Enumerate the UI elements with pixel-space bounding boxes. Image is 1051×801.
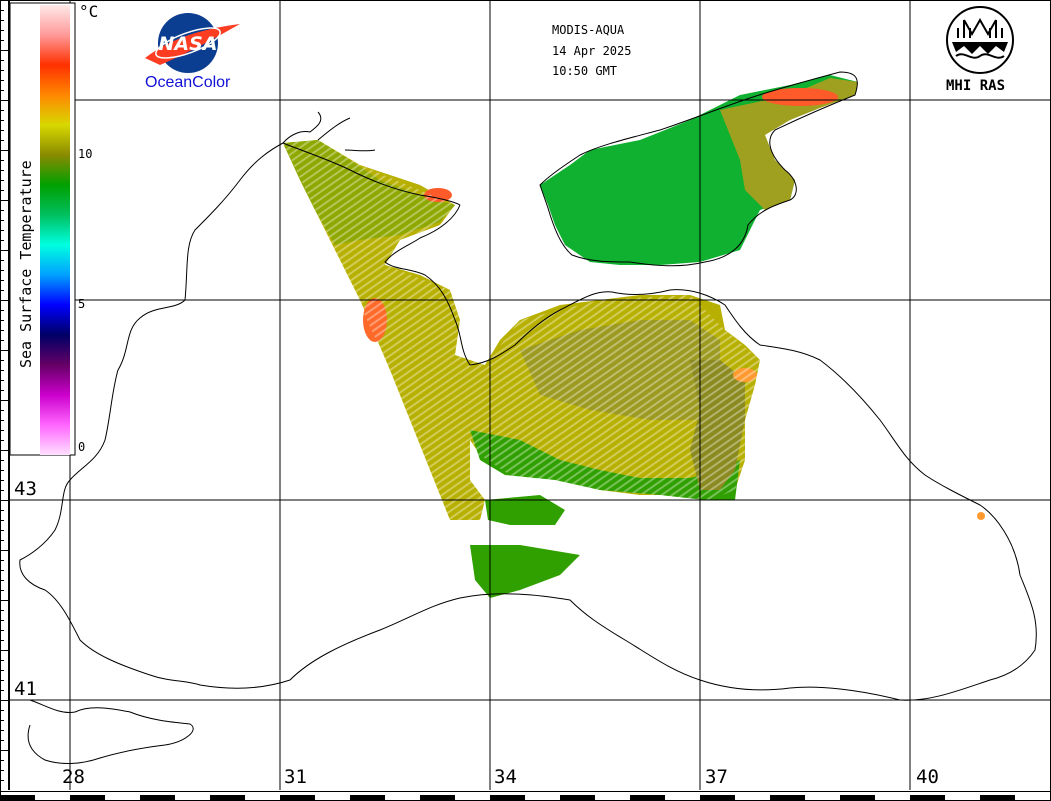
coastline-crimea [384, 204, 671, 366]
colorbar-tick-10: 10 [78, 147, 93, 161]
sst-hotspot-azov-ne [762, 88, 838, 106]
time-label: 10:50 GMT [552, 64, 618, 78]
bottom-ruler [0, 791, 1051, 801]
lat-label-41: 41 [14, 678, 37, 700]
colorbar-unit: °C [79, 2, 99, 21]
satellite-label: MODIS-AQUA [552, 23, 625, 37]
colorbar-gradient [40, 5, 70, 455]
date-label: 14 Apr 2025 [552, 44, 632, 58]
nasa-oceancolor-logo: NASA OceanColor [140, 10, 250, 95]
nasa-wordmark: NASA [159, 33, 218, 55]
sst-azov-east-olive [720, 78, 858, 210]
lon-label-37: 37 [705, 766, 728, 788]
colorbar: Sea Surface Temperature [9, 2, 76, 456]
coastline-azov [539, 71, 858, 267]
sst-patch-south-2 [485, 495, 565, 525]
lat-label-43: 43 [14, 478, 37, 500]
oceancolor-label: OceanColor [145, 74, 231, 91]
mhi-ras-label: MHI RAS [946, 78, 1006, 94]
coastline-north [282, 142, 461, 206]
left-ruler [0, 0, 10, 790]
colorbar-title: Sea Surface Temperature [17, 160, 35, 368]
sst-field [283, 75, 985, 598]
sst-patch-south-1 [470, 545, 580, 598]
sst-hotspot-batumi [977, 512, 985, 520]
lon-label-28: 28 [62, 766, 85, 788]
coastline [19, 71, 1037, 764]
coastline-northwest-estuary [282, 111, 376, 152]
colorbar-tick-5: 5 [78, 297, 86, 311]
sst-stripes [283, 140, 760, 520]
mhi-emblem-icon [946, 6, 1014, 74]
coastline-west [19, 142, 1037, 701]
mhi-ras-logo: MHI RAS [940, 6, 1020, 98]
graticule [10, 0, 1051, 790]
lon-label-40: 40 [916, 766, 939, 788]
lon-label-31: 31 [284, 766, 307, 788]
colorbar-tick-0: 0 [78, 440, 86, 454]
lon-label-34: 34 [494, 766, 517, 788]
coastline-sw-inlet [27, 699, 194, 764]
